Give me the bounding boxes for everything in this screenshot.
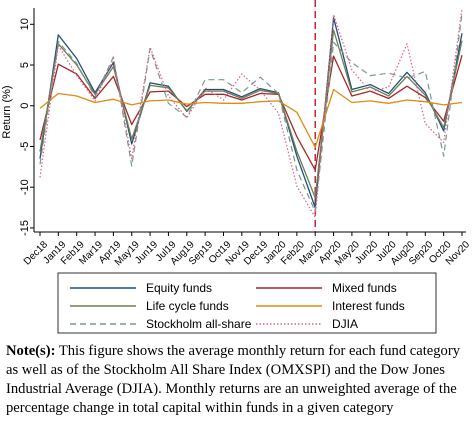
y-tick-label: -15 xyxy=(19,220,31,236)
legend-label: Mixed funds xyxy=(332,281,397,295)
series-line-life-cycle-funds xyxy=(39,29,463,199)
y-tick-label: 0 xyxy=(19,103,31,109)
y-axis-label: Return (%) xyxy=(1,85,13,138)
x-axis: Dec18Jan19Feb19Mar19Apr19May19Jun19Jul19… xyxy=(22,231,472,268)
series-line-mixed-funds xyxy=(39,55,463,171)
line-chart: -15 -10 -5 0 5 10 Return (%) Dec18Jan19Feb19M… xyxy=(1,0,472,334)
legend: Equity funds Mixed funds Life cycle funds I… xyxy=(57,272,437,334)
note-label: Note(s): xyxy=(6,343,56,359)
legend-label: DJIA xyxy=(332,317,358,331)
note-text: This figure shows the average monthly re… xyxy=(6,343,461,416)
y-tick-label: 5 xyxy=(19,62,31,68)
series-line-djia xyxy=(39,8,463,218)
legend-label: Life cycle funds xyxy=(146,299,229,313)
series-line-equity-funds xyxy=(39,17,463,209)
y-axis: -15 -10 -5 0 5 10 Return (%) xyxy=(1,8,35,236)
legend-label: Interest funds xyxy=(332,299,405,313)
y-tick-label: 10 xyxy=(19,18,31,30)
y-tick-label: -5 xyxy=(19,142,31,152)
legend-label: Equity funds xyxy=(146,281,212,295)
series-line-stockholm-all-share xyxy=(39,13,463,213)
series-line-interest-funds xyxy=(39,88,463,148)
y-tick-label: -10 xyxy=(19,179,31,195)
legend-box xyxy=(57,272,437,334)
figure-note: Note(s): This figure shows the average m… xyxy=(6,342,472,418)
legend-label: Stockholm all-share xyxy=(146,317,252,331)
